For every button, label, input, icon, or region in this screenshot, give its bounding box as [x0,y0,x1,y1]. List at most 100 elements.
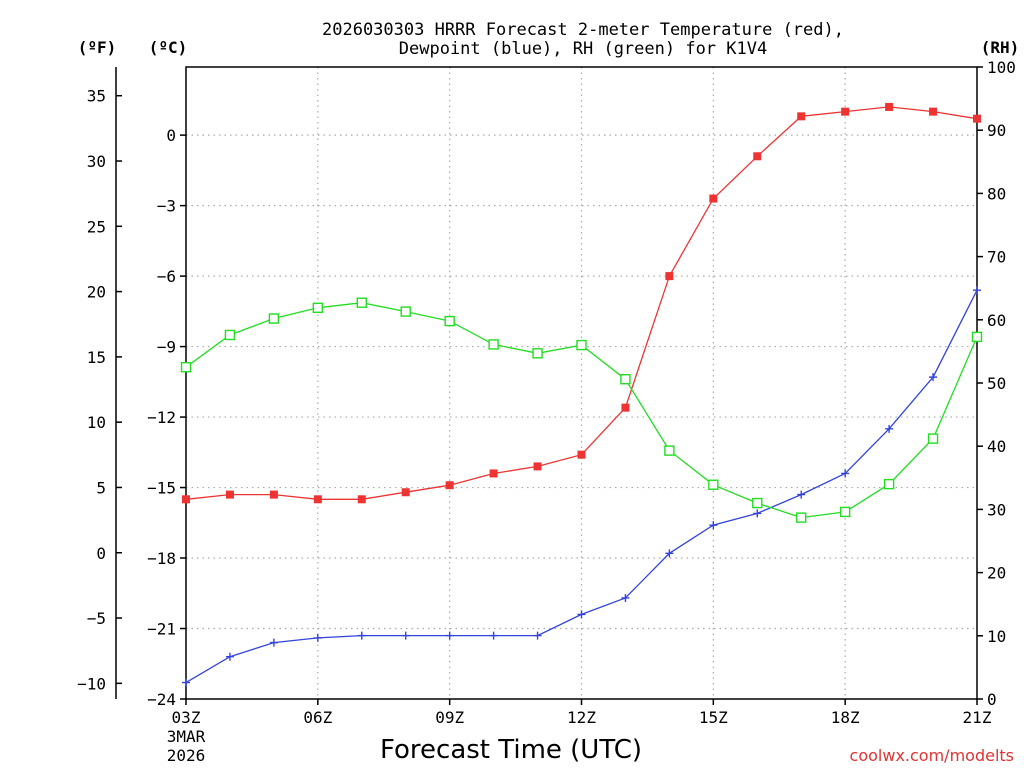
rh-tick-label: 40 [987,437,1006,456]
rh-tick-label: 20 [987,564,1006,583]
dewpoint-point [797,490,806,499]
rh-point [356,297,367,308]
temperature-point [357,495,366,504]
fahrenheit-unit-label: (ºF) [78,38,117,57]
fahrenheit-tick-label: 35 [87,87,106,106]
temperature-point [182,495,190,504]
rh-tick-label: 30 [987,500,1006,519]
temperature-point [621,403,630,412]
axes: 0−3−6−9−12−15−18−21−2435302520151050−5−1… [77,58,1016,709]
celsius-tick-label: −6 [157,267,176,286]
temperature-point [445,481,454,490]
x-tick-label: 12Z [567,708,596,727]
rh-point [224,329,236,341]
fahrenheit-tick-label: 25 [87,217,106,236]
date-label-year: 2026 [167,746,206,765]
x-tick-labels: 03Z 06Z 09Z 12Z 15Z 18Z 21Z [172,708,992,727]
dewpoint-point [533,631,542,640]
rh-tick-label: 70 [987,248,1006,267]
celsius-tick-label: −3 [157,197,176,216]
rh-point [839,506,851,518]
rh-point [883,478,895,490]
rh-tick-label: 50 [987,374,1006,393]
rh-tick-label: 90 [987,121,1006,140]
rh-point [268,313,280,324]
dewpoint-series [182,286,981,687]
rh-point [576,339,587,351]
rh-tick-label: 100 [987,58,1016,77]
celsius-tick-label: −18 [147,549,176,568]
rh-point [180,362,192,373]
rh-unit-label: (RH) [981,38,1020,57]
rh-point [620,374,631,385]
temperature-point [973,114,981,123]
x-axis-title: Forecast Time (UTC) [380,735,642,765]
x-tick-label: 15Z [699,708,728,727]
celsius-unit-label: (ºC) [149,38,188,57]
dewpoint-point [445,631,454,640]
watermark: coolwx.com/modelts [850,746,1014,765]
temperature-point [401,488,410,497]
celsius-tick-label: −15 [147,479,176,498]
celsius-tick-label: −9 [157,338,176,357]
fahrenheit-tick-label: 15 [87,348,106,367]
date-label-month: 3MAR [167,727,206,746]
rh-point [312,302,324,313]
rh-point [532,348,543,359]
dewpoint-point [269,638,278,647]
rh-point [488,339,499,350]
x-tick-label: 06Z [303,708,332,727]
temperature-point [269,490,278,499]
celsius-tick-label: −24 [147,690,176,709]
fahrenheit-tick-label: 30 [87,152,106,171]
dewpoint-point [225,652,234,661]
grid-lines [186,67,977,699]
fahrenheit-tick-label: −10 [77,674,106,693]
temperature-series [182,102,981,504]
dewpoint-point [929,373,938,382]
temperature-point [929,107,938,116]
x-tick-label: 09Z [435,708,464,727]
temperature-point [709,194,718,203]
fahrenheit-tick-label: −5 [87,609,106,628]
dewpoint-point [401,631,410,640]
dewpoint-point [621,593,630,602]
dewpoint-point [182,678,190,687]
dewpoint-point [665,549,674,558]
temperature-point [489,469,498,478]
dewpoint-point [973,286,981,295]
rh-point [796,512,807,523]
rh-point [400,306,411,317]
rh-point [971,331,983,343]
dewpoint-point [841,469,850,478]
rh-point [708,479,719,490]
rh-tick-label: 10 [987,627,1006,646]
x-tick-label: 18Z [831,708,860,727]
temperature-point [753,152,762,161]
rh-tick-label: 0 [987,690,997,709]
temperature-point [841,107,850,116]
temperature-point [797,112,806,121]
dewpoint-point [357,631,366,640]
chart-title-line1: 2026030303 HRRR Forecast 2-meter Tempera… [322,20,844,40]
dewpoint-point [577,610,586,619]
rh-point [752,497,763,509]
dewpoint-point [313,633,322,642]
x-tick-label: 03Z [172,708,201,727]
fahrenheit-tick-label: 10 [87,413,106,432]
x-tick-label: 21Z [963,708,992,727]
fahrenheit-tick-label: 0 [96,544,106,563]
rh-point [927,433,939,444]
fahrenheit-tick-label: 5 [96,478,106,497]
temperature-point [313,495,322,504]
rh-point [444,315,455,327]
rh-tick-label: 80 [987,184,1006,203]
temperature-point [885,102,894,111]
temperature-point [577,450,586,459]
fahrenheit-tick-label: 20 [87,283,106,302]
rh-series [180,297,983,523]
celsius-tick-label: 0 [166,126,176,145]
celsius-tick-label: −12 [147,408,176,427]
data-series [180,102,983,687]
